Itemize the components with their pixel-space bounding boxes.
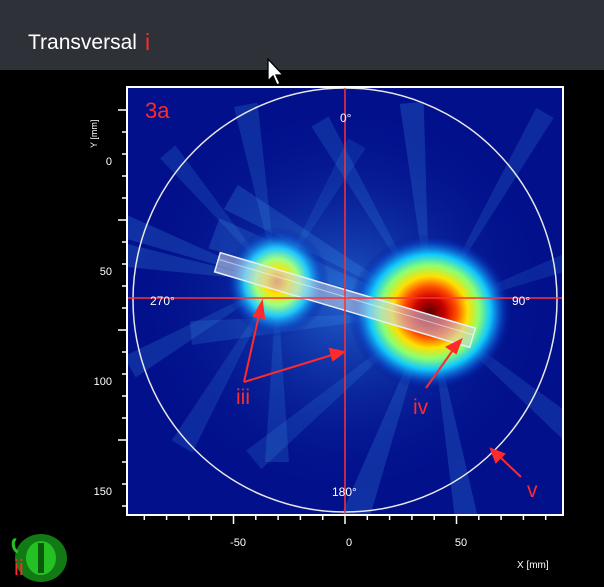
hotspot-right xyxy=(348,234,512,390)
y-axis-ticks xyxy=(118,109,127,507)
annotation-label-iii: iii xyxy=(236,386,250,409)
x-tick-label: 0 xyxy=(346,537,352,549)
y-tick-label: 0 xyxy=(106,156,112,168)
x-axis-ticks xyxy=(143,515,547,524)
angle-label-bottom: 180° xyxy=(332,485,357,499)
intensity-streak xyxy=(430,312,478,515)
angle-label-top: 0° xyxy=(340,111,352,125)
view-header: Transversal i xyxy=(0,0,604,70)
x-tick-label: -50 xyxy=(230,537,246,549)
y-tick-label: 100 xyxy=(94,376,112,388)
y-axis-label: Y [mm] xyxy=(89,120,99,148)
x-axis-label: X [mm] xyxy=(517,560,549,571)
annotation-label-ii: ii xyxy=(14,555,24,580)
y-tick-label: 50 xyxy=(100,266,112,278)
x-tick-label: 50 xyxy=(455,537,467,549)
angle-label-right: 90° xyxy=(512,294,530,308)
mouse-cursor-icon xyxy=(267,58,285,86)
panel-label: 3a xyxy=(145,98,170,123)
orientation-figure-icon xyxy=(11,534,67,582)
y-tick-label: 150 xyxy=(94,486,112,498)
angle-label-left: 270° xyxy=(150,294,175,308)
annotation-label-iv: iv xyxy=(413,396,429,419)
annotation-label-i: i xyxy=(145,29,151,55)
annotation-label-v: v xyxy=(527,479,538,502)
annotation-arrows xyxy=(243,298,522,478)
view-title: Transversal xyxy=(28,31,137,54)
